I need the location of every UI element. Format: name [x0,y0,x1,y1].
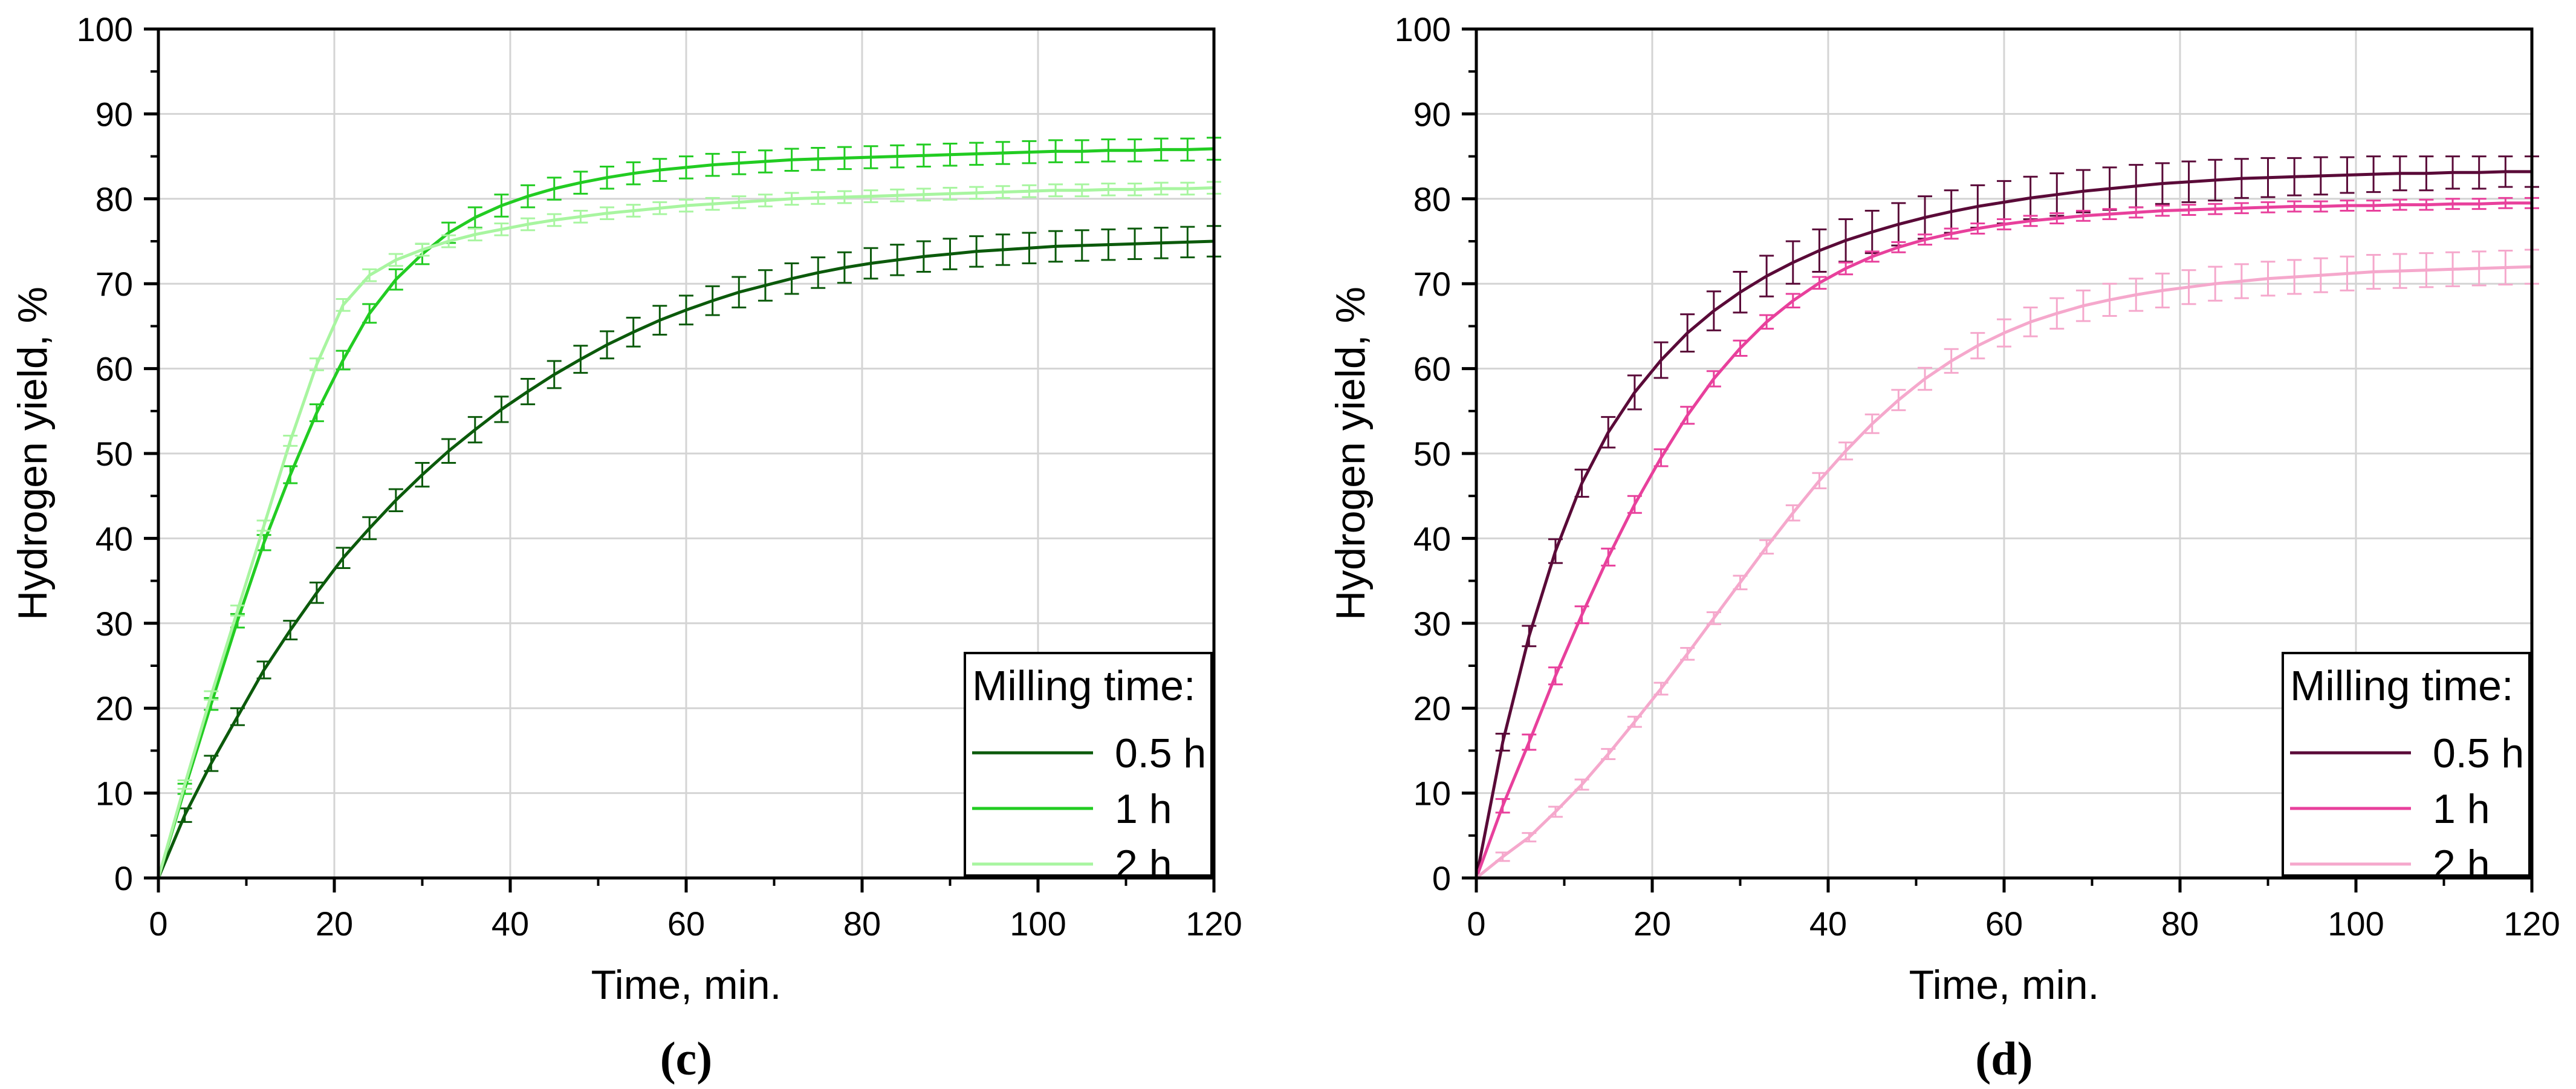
series-line [157,186,1215,879]
legend-item-label: 1 h [2433,786,2490,832]
legend-items: 0.5 h 1 h 2 h [972,730,1206,888]
y-tick-label: 60 [96,350,133,388]
series-layer [157,137,1221,879]
y-tick-label: 0 [1432,859,1451,897]
x-tick-label: 120 [1186,905,1242,943]
y-tick-label: 40 [1413,519,1451,558]
legend-item-label: 0.5 h [1115,730,1206,776]
y-tick-label: 60 [1413,350,1451,388]
legend-title: Milling time: [972,662,1196,709]
series-2-h [157,181,1221,879]
y-tick-label: 50 [1413,435,1451,473]
x-tick-label: 80 [2161,905,2199,943]
panel-label: (c) [660,1032,713,1085]
y-tick-label: 90 [96,95,133,133]
series-1-h [157,137,1221,879]
y-axis-label: Hydrogen yield, % [10,287,56,620]
x-tick-label: 60 [1985,905,2023,943]
x-axis-label: Time, min. [591,962,782,1008]
chart-panel-c: 0 20 40 60 80 100 120 0 10 20 30 40 50 60 70 80 90 100 Mi… [10,10,1242,1085]
x-tick-label: 20 [316,905,353,943]
y-tick-label: 0 [114,859,133,897]
series-line [1475,201,2532,879]
y-tick-label: 30 [1413,605,1451,643]
y-tick-label: 90 [1413,95,1451,133]
legend-item-label: 1 h [1115,786,1172,832]
legend-title: Milling time: [2290,662,2514,709]
x-tick-label: 40 [492,905,529,943]
panel-label: (d) [1975,1032,2033,1085]
legend-box [964,652,1213,877]
y-tick-label: 70 [96,265,133,303]
x-tick-label: 0 [149,905,167,943]
legend: Milling time: 0.5 h 1 h 2 h [964,652,1213,888]
x-tick-label: 60 [667,905,705,943]
y-tick-label: 50 [96,435,133,473]
series-line [157,239,1215,879]
x-tick-label: 100 [2328,905,2384,943]
legend-items: 0.5 h 1 h 2 h [2290,730,2524,888]
series-layer [1475,155,2539,879]
series-line [1475,265,2532,879]
axis-ticks: 0 20 40 60 80 100 120 0 10 20 30 40 50 60 70 80 90 100 [1395,10,2560,943]
series-0-5-h [157,225,1221,879]
y-tick-label: 100 [1395,10,1451,48]
y-tick-label: 40 [96,519,133,558]
x-tick-label: 0 [1467,905,1485,943]
legend-item-label: 0.5 h [2433,730,2524,776]
legend-item-label: 2 h [2433,842,2490,888]
x-tick-label: 40 [1809,905,1847,943]
y-tick-label: 10 [96,775,133,813]
x-tick-label: 80 [843,905,881,943]
y-tick-label: 20 [96,689,133,727]
series-2-h [1475,249,2539,879]
legend-box [2282,652,2531,877]
series-0-5-h [1475,155,2539,879]
y-tick-label: 100 [77,10,133,48]
chart-panel-d: 0 20 40 60 80 100 120 0 10 20 30 40 50 60 70 80 90 100 Mi… [1328,10,2560,1085]
x-axis-label: Time, min. [1909,962,2100,1008]
series-line [157,147,1215,879]
x-tick-label: 20 [1634,905,1671,943]
y-tick-label: 30 [96,605,133,643]
y-axis-label: Hydrogen yield, % [1328,287,1374,620]
x-tick-label: 120 [2503,905,2560,943]
axis-ticks: 0 20 40 60 80 100 120 0 10 20 30 40 50 60 70 80 90 100 [77,10,1242,943]
legend-item-label: 2 h [1115,842,1172,888]
x-tick-label: 100 [1010,905,1066,943]
y-tick-label: 70 [1413,265,1451,303]
y-tick-label: 10 [1413,775,1451,813]
series-line [1475,170,2532,879]
series-1-h [1475,197,2539,879]
y-tick-label: 20 [1413,689,1451,727]
y-tick-label: 80 [1413,180,1451,218]
legend: Milling time: 0.5 h 1 h 2 h [2282,652,2531,888]
y-tick-label: 80 [96,180,133,218]
